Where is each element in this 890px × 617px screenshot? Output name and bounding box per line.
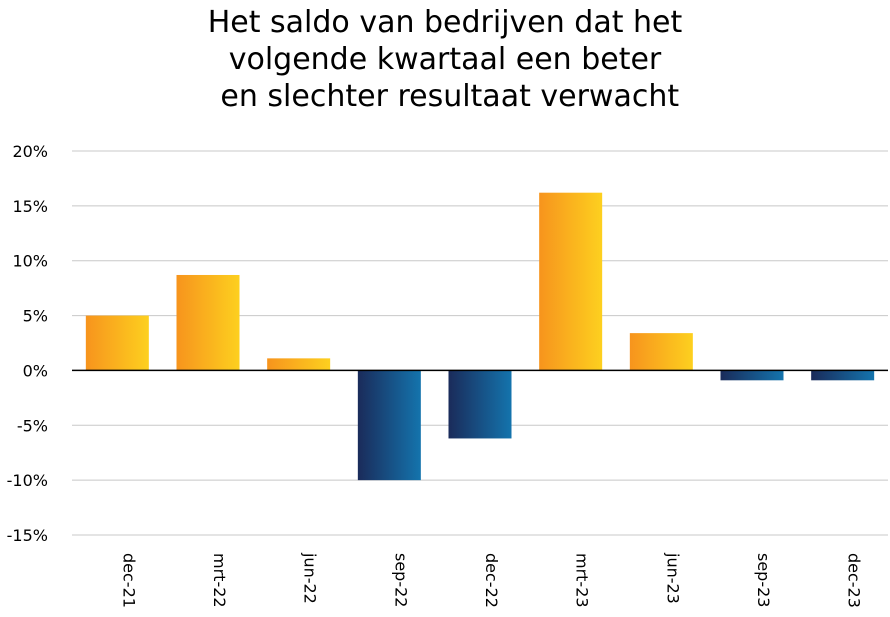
- x-tick-label: dec-21: [119, 553, 138, 608]
- x-tick-label: mrt-22: [210, 553, 229, 608]
- bars: [85, 192, 875, 481]
- bar-sep-23: [720, 370, 784, 381]
- chart-title: Het saldo van bedrijven dat het volgende…: [0, 4, 890, 115]
- bar-dec-23: [811, 370, 875, 381]
- bar-dec-21: [85, 315, 149, 371]
- bar-sep-22: [357, 370, 421, 481]
- bar-mrt-22: [176, 274, 240, 371]
- y-tick-label: 0%: [23, 361, 48, 380]
- bar-dec-22: [448, 370, 512, 439]
- x-tick-label: dec-22: [482, 553, 501, 608]
- x-axis-tick-labels: dec-21 mrt-22 jun-22 sep-22 dec-22 mrt-23 jun-…: [119, 552, 863, 608]
- x-tick-label: sep-23: [754, 553, 773, 607]
- y-tick-label: -5%: [17, 416, 48, 435]
- y-tick-label: 5%: [23, 307, 48, 326]
- y-axis-tick-labels: 20% 15% 10% 5% 0% -5% -10% -15%: [7, 142, 48, 545]
- chart-title-line-2: volgende kwartaal een beter: [228, 42, 662, 77]
- x-tick-label: jun-22: [301, 552, 320, 604]
- y-tick-label: -10%: [7, 471, 48, 490]
- chart-title-line-3: en slechter resultaat verwacht: [210, 79, 680, 114]
- chart-title-line-1: Het saldo van bedrijven dat het: [207, 5, 683, 40]
- bar-mrt-23: [539, 192, 603, 371]
- bar-jun-23: [629, 333, 693, 371]
- x-tick-label: sep-22: [391, 553, 410, 607]
- x-tick-label: dec-23: [845, 553, 864, 608]
- y-tick-label: -15%: [7, 526, 48, 545]
- x-tick-label: jun-23: [663, 552, 682, 604]
- y-tick-label: 15%: [12, 197, 48, 216]
- x-tick-label: mrt-23: [573, 553, 592, 608]
- bar-jun-22: [267, 358, 331, 371]
- y-tick-label: 20%: [12, 142, 48, 161]
- y-tick-label: 10%: [12, 252, 48, 271]
